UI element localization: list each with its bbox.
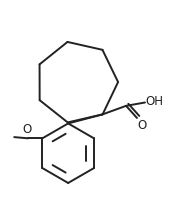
Text: O: O bbox=[138, 119, 147, 132]
Text: OH: OH bbox=[146, 95, 164, 108]
Text: O: O bbox=[23, 123, 32, 136]
